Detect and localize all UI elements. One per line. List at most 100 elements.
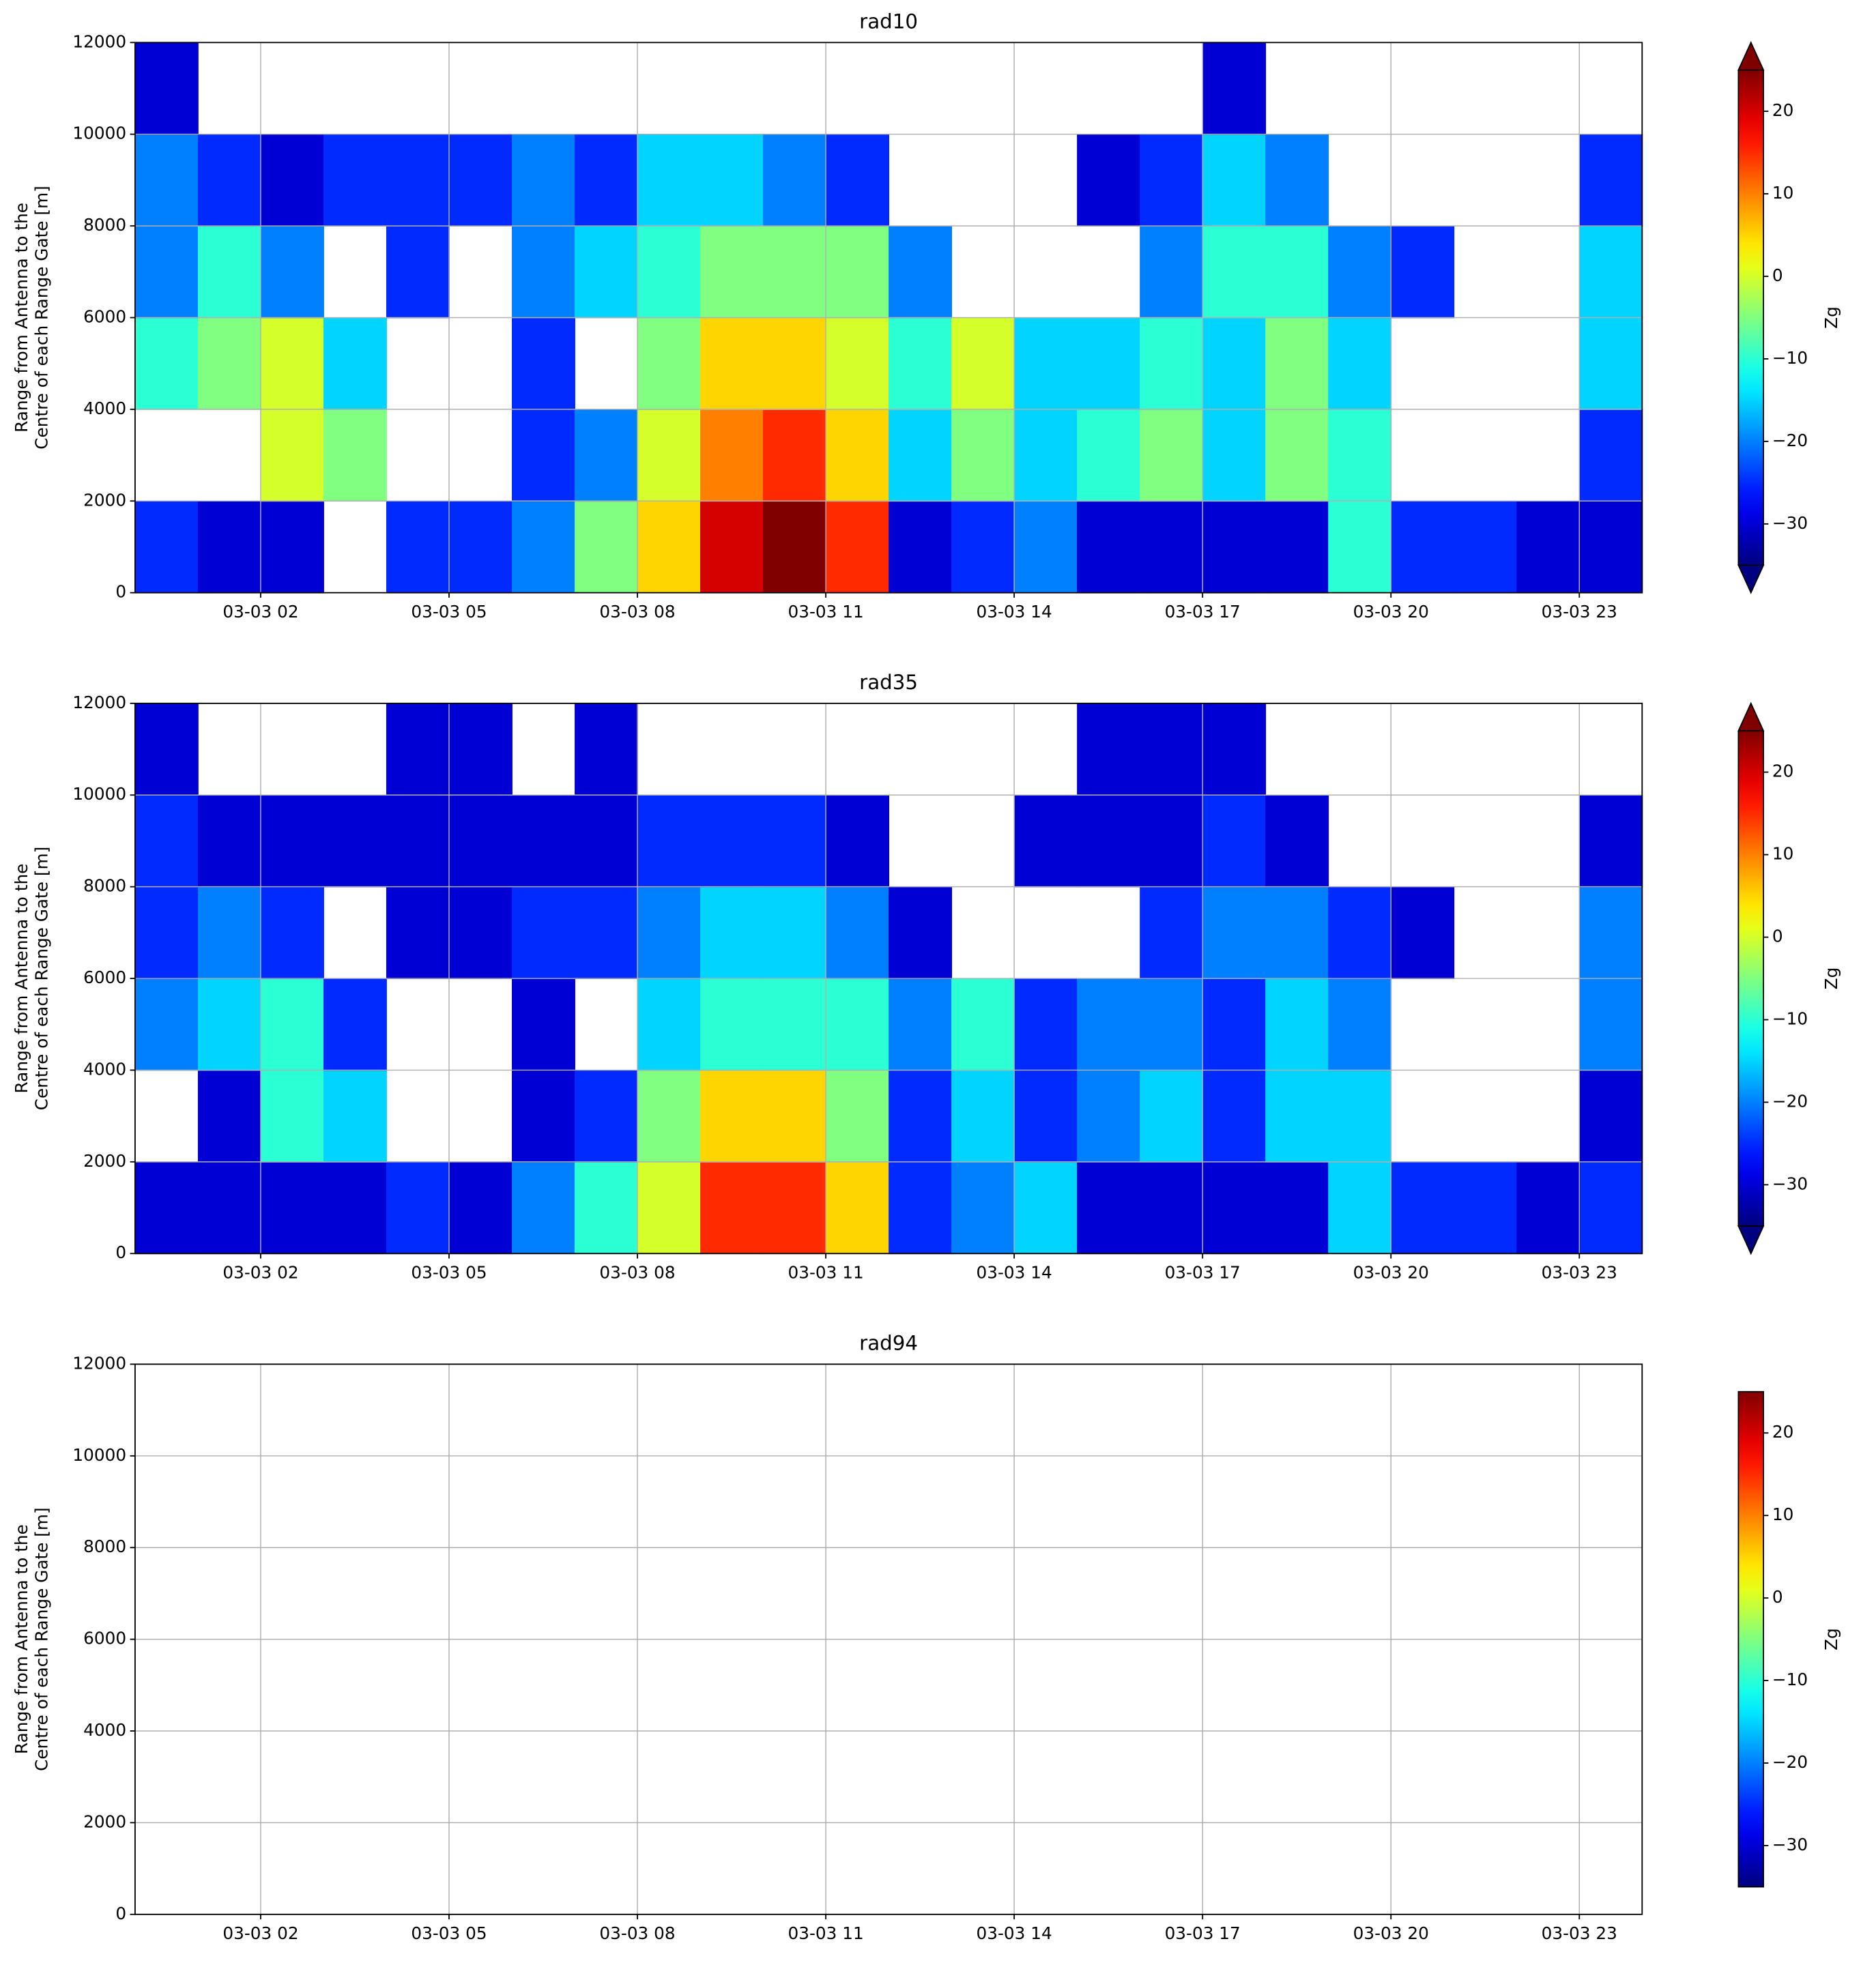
x-tick-label: 03-03 23 [1542, 1263, 1617, 1283]
y-tick-label: 8000 [83, 215, 126, 235]
heatmap-cell [575, 1070, 638, 1163]
heatmap-cell [1391, 501, 1455, 594]
heatmap-cell [323, 409, 387, 502]
heatmap-cell [826, 795, 890, 888]
colorbar-tick-label: −20 [1772, 1091, 1808, 1111]
colorbar-tick-label: 10 [1772, 844, 1793, 864]
heatmap-cell [134, 42, 199, 135]
heatmap-cell [1579, 886, 1643, 979]
heatmap-cell [449, 134, 513, 227]
y-tick-label: 10000 [72, 1445, 126, 1465]
y-tick-label: 8000 [83, 876, 126, 896]
heatmap-cell [260, 226, 324, 319]
heatmap-cell [1077, 134, 1141, 227]
heatmap-cell [1202, 317, 1267, 410]
y-axis-label-line: Centre of each Range Gate [m] [31, 186, 51, 450]
heatmap-cell [1328, 317, 1392, 410]
heatmap-cell [889, 317, 953, 410]
heatmap-cell [197, 317, 261, 410]
heatmap-cell [575, 409, 638, 502]
x-tick-label: 03-03 17 [1165, 1263, 1241, 1283]
heatmap-cell [1202, 409, 1267, 502]
heatmap-cell [763, 501, 827, 594]
heatmap-cell [575, 226, 638, 319]
heatmap-cell [763, 409, 827, 502]
x-tick-label: 03-03 08 [599, 1263, 675, 1283]
plot-frame [134, 1363, 1643, 1915]
heatmap-cell [637, 226, 701, 319]
heatmap-cell [386, 134, 450, 227]
heatmap-cell [575, 795, 638, 888]
heatmap-cell [449, 795, 513, 888]
heatmap-cell [1328, 1161, 1392, 1255]
colorbar-tick-label: 20 [1772, 100, 1793, 120]
heatmap-cell [826, 501, 890, 594]
heatmap-cell [1579, 795, 1643, 888]
heatmap-cell [1202, 501, 1267, 594]
colorbar-tick-label: 0 [1772, 927, 1783, 946]
x-tick-label: 03-03 05 [411, 1263, 487, 1283]
heatmap-cell [323, 978, 387, 1071]
heatmap-cell [1140, 1161, 1204, 1255]
heatmap-cell [512, 317, 575, 410]
heatmap-cell [700, 134, 764, 227]
heatmap-cell [1265, 226, 1329, 319]
heatmap-cell [386, 226, 450, 319]
heatmap-cell [1265, 795, 1329, 888]
heatmap-cell [197, 795, 261, 888]
y-axis-label: Range from Antenna to theCentre of each … [12, 847, 51, 1111]
heatmap-cell [826, 1161, 890, 1255]
heatmap-cell [700, 1161, 764, 1255]
y-axis-label-line: Range from Antenna to the [12, 864, 31, 1094]
y-tick-label: 0 [115, 582, 126, 602]
y-tick-label: 2000 [83, 490, 126, 510]
x-tick-label: 03-03 02 [222, 1263, 298, 1283]
heatmap-cell [1140, 409, 1204, 502]
colorbar-extend-top [1737, 41, 1765, 71]
heatmap-cell [700, 1070, 764, 1163]
heatmap-cell [1328, 226, 1392, 319]
heatmap-cell [1391, 886, 1455, 979]
x-tick-label: 03-03 20 [1353, 1923, 1429, 1943]
heatmap-cell [260, 978, 324, 1071]
heatmap-cell [449, 703, 513, 796]
colorbar-extend-top [1737, 701, 1765, 732]
heatmap-cell [512, 501, 575, 594]
y-axis-label-line: Centre of each Range Gate [m] [31, 847, 51, 1111]
heatmap-cell [1265, 134, 1329, 227]
heatmap-cell [763, 886, 827, 979]
x-tick-label: 03-03 17 [1165, 602, 1241, 622]
heatmap-cell [1014, 978, 1078, 1071]
chart-title: rad94 [859, 1332, 918, 1355]
heatmap-cell [323, 1070, 387, 1163]
heatmap-cell [386, 795, 450, 888]
heatmap-cell [637, 795, 701, 888]
heatmap-cell [512, 1161, 575, 1255]
colorbar-tick-label: −20 [1772, 1752, 1808, 1772]
x-tick-label: 03-03 05 [411, 1923, 487, 1943]
colorbar-tick-label: −30 [1772, 1174, 1808, 1193]
heatmap-cell [1516, 1161, 1581, 1255]
heatmap-cell [1077, 409, 1141, 502]
heatmap-cell [512, 886, 575, 979]
heatmap-cell [386, 1161, 450, 1255]
heatmap-cell [1014, 501, 1078, 594]
heatmap-cell [260, 317, 324, 410]
heatmap-cell [1454, 1161, 1518, 1255]
heatmap-cell [1202, 226, 1267, 319]
heatmap-cell [1579, 978, 1643, 1071]
heatmap-cell [763, 134, 827, 227]
heatmap-cell [1077, 1161, 1141, 1255]
heatmap-cell [1014, 409, 1078, 502]
heatmap-cell [197, 1161, 261, 1255]
heatmap-cell [1077, 978, 1141, 1071]
colorbar-frame [1737, 731, 1764, 1226]
y-tick-label: 6000 [83, 306, 126, 326]
heatmap-cell [763, 978, 827, 1071]
y-tick-label: 12000 [72, 1353, 126, 1373]
heatmap-cell [197, 501, 261, 594]
heatmap-cell [1140, 134, 1204, 227]
heatmap-cell [1265, 978, 1329, 1071]
